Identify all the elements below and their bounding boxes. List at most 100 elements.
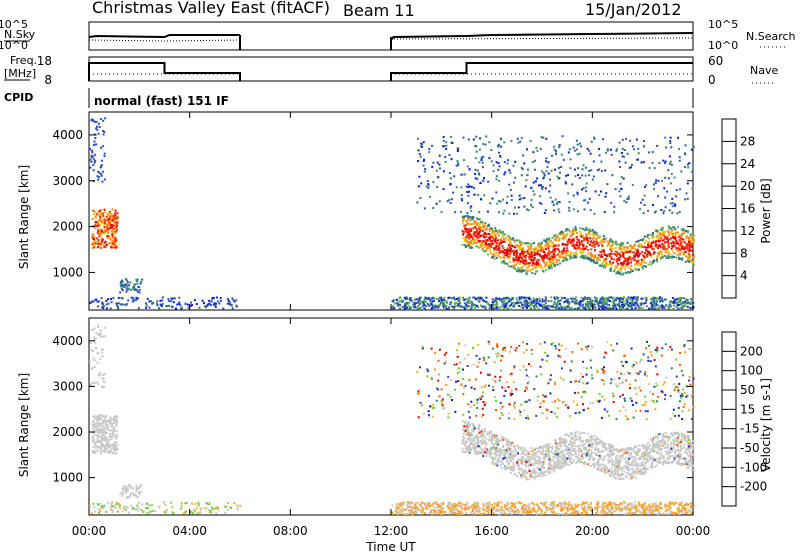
echo-cell	[531, 507, 534, 510]
echo-cell	[165, 509, 168, 512]
echo-cell	[107, 231, 110, 234]
echo-cell	[110, 503, 113, 506]
echo-cell	[512, 511, 515, 514]
echo-cell	[635, 298, 638, 301]
echo-cell	[466, 301, 469, 304]
echo-cell	[677, 512, 680, 515]
echo-cell	[521, 509, 524, 512]
echo-cell	[671, 202, 674, 205]
echo-cell	[233, 502, 236, 505]
echo-cell	[118, 504, 121, 507]
echo-cell	[396, 298, 398, 301]
echo-cell	[102, 244, 105, 247]
echo-cell	[604, 169, 607, 172]
echo-cell	[428, 151, 431, 154]
echo-cell	[89, 148, 92, 151]
echo-cell	[428, 512, 431, 515]
echo-cell	[549, 503, 552, 506]
echo-cell	[91, 512, 94, 515]
echo-cell	[590, 502, 592, 505]
echo-cell	[685, 255, 688, 258]
echo-cell	[531, 255, 534, 258]
echo-cell	[550, 240, 553, 243]
echo-cell	[581, 300, 584, 303]
echo-cell	[675, 242, 678, 245]
echo-cell	[126, 285, 129, 288]
echo-cell	[424, 168, 427, 170]
echo-cell	[486, 239, 489, 242]
echo-cell	[462, 233, 465, 236]
echo-cell	[541, 267, 544, 270]
echo-cell	[460, 173, 463, 176]
echo-cell	[450, 505, 453, 508]
echo-cell	[599, 250, 602, 253]
echo-cell	[211, 297, 214, 300]
echo-cell	[199, 508, 202, 511]
echo-cell	[605, 262, 608, 264]
echo-cell	[522, 511, 525, 514]
echo-cell	[490, 149, 493, 151]
echo-cell	[691, 298, 694, 301]
echo-cell	[444, 156, 447, 158]
echo-cell	[546, 264, 549, 267]
echo-cell	[495, 229, 497, 232]
echo-cell	[546, 238, 549, 240]
echo-cell	[609, 501, 612, 504]
echo-cell	[574, 256, 577, 259]
echo-cell	[553, 296, 556, 299]
echo-cell	[441, 509, 443, 512]
echo-cell	[561, 242, 564, 245]
echo-cell	[600, 160, 603, 163]
echo-cell	[91, 440, 94, 443]
echo-cell	[495, 299, 497, 302]
echo-cell	[578, 307, 581, 310]
echo-cell	[690, 511, 693, 514]
echo-cell	[517, 262, 520, 264]
echo-cell	[647, 246, 650, 249]
echo-cell	[401, 511, 404, 514]
echo-cell	[484, 242, 487, 245]
echo-cell	[591, 241, 594, 244]
echo-cell	[549, 196, 552, 199]
echo-cell	[571, 183, 574, 186]
echo-cell	[178, 301, 181, 304]
echo-cell	[502, 240, 505, 243]
echo-cell	[105, 243, 108, 246]
echo-cell	[596, 233, 599, 236]
echo-cell	[653, 307, 656, 310]
echo-cell	[687, 260, 690, 263]
echo-cell	[648, 240, 651, 243]
echo-cell	[441, 502, 444, 505]
echo-cell	[564, 243, 567, 246]
echo-cell	[689, 245, 692, 248]
echo-cell	[691, 241, 694, 243]
echo-cell	[94, 246, 97, 249]
echo-cell	[655, 507, 658, 510]
echo-cell	[552, 203, 555, 206]
echo-cell	[403, 503, 406, 506]
echo-cell	[556, 301, 559, 304]
echo-cell	[660, 256, 663, 259]
echo-cell	[185, 501, 188, 504]
echo-cell	[460, 186, 463, 189]
echo-cell	[456, 160, 459, 163]
echo-cell	[636, 510, 639, 512]
echo-cell	[688, 254, 691, 256]
echo-cell	[599, 264, 602, 267]
echo-cell	[114, 231, 117, 234]
echo-cell	[553, 306, 556, 309]
echo-cell	[607, 511, 610, 514]
echo-cell	[675, 231, 677, 234]
echo-cell	[651, 503, 654, 506]
echo-cell	[664, 136, 667, 139]
echo-cell	[574, 228, 577, 231]
echo-cell	[129, 281, 132, 284]
echo-cell	[149, 504, 152, 507]
echo-cell	[586, 147, 589, 150]
echo-cell	[651, 151, 654, 153]
echo-cell	[670, 172, 673, 175]
echo-cell	[473, 512, 476, 515]
echo-cell	[621, 248, 624, 251]
nsky-line-b	[390, 32, 694, 41]
echo-cell	[431, 512, 434, 515]
